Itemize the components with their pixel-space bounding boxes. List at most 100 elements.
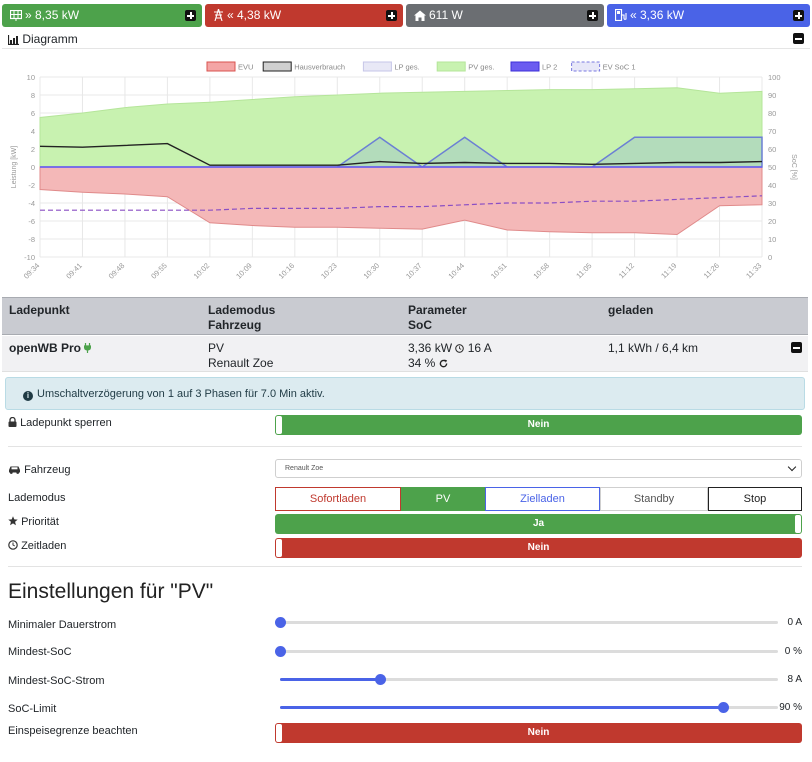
legend-swatch bbox=[571, 61, 601, 72]
y2-tick-label: 50 bbox=[768, 163, 776, 172]
x-tick-label: 10:23 bbox=[319, 261, 339, 281]
y-tick-label: 8 bbox=[31, 91, 35, 100]
expand-icon[interactable] bbox=[587, 10, 598, 21]
min-soc-label: Mindest-SoC bbox=[8, 646, 72, 658]
y-tick-label: 0 bbox=[31, 163, 35, 172]
y2-tick-label: 90 bbox=[768, 91, 776, 100]
x-tick-label: 11:26 bbox=[702, 261, 721, 280]
x-tick-label: 09:34 bbox=[22, 261, 42, 281]
priority-toggle[interactable]: Ja bbox=[275, 514, 802, 534]
slider-knob[interactable] bbox=[374, 674, 386, 685]
y2-tick-label: 100 bbox=[768, 73, 781, 82]
legend-swatch bbox=[510, 61, 540, 72]
evu-tile[interactable]: « 4,38 kW bbox=[205, 4, 403, 27]
min-soc-current-slider[interactable] bbox=[280, 674, 778, 685]
soc-limit-value: 90 % bbox=[779, 702, 802, 713]
diagram-header[interactable]: Diagramm bbox=[2, 28, 810, 49]
power-chart: EVU Hausverbrauch LP ges. PV ges. LP 2 EV SoC… bbox=[2, 50, 810, 296]
x-tick-label: 10:37 bbox=[404, 261, 424, 281]
chart-icon bbox=[7, 35, 19, 46]
x-tick-label: 11:05 bbox=[574, 261, 593, 280]
power-tower-icon bbox=[213, 4, 224, 27]
slider-fill bbox=[280, 706, 724, 709]
lock-toggle[interactable]: Nein bbox=[275, 415, 802, 435]
x-tick-label: 10:16 bbox=[277, 261, 297, 281]
mode-stop-button[interactable]: Stop bbox=[708, 487, 802, 511]
x-tick-label: 09:55 bbox=[149, 261, 169, 281]
lock-label: Ladepunkt sperren bbox=[8, 416, 112, 429]
legend-swatch bbox=[362, 61, 392, 72]
expand-icon[interactable] bbox=[386, 10, 397, 21]
timer-label: Zeitladen bbox=[8, 540, 66, 552]
soc-limit-slider[interactable] bbox=[280, 702, 778, 713]
slider-knob[interactable] bbox=[275, 617, 286, 628]
y-axis-title: Leistung [kW] bbox=[11, 146, 18, 188]
collapse-icon[interactable] bbox=[793, 33, 804, 44]
min-soc-slider[interactable] bbox=[275, 646, 778, 657]
soc-limit-label: SoC-Limit bbox=[8, 703, 57, 715]
chargepoint-row[interactable]: openWB Pro PV Renault Zoe 3,36 kW 16 A 3… bbox=[2, 336, 808, 372]
min-current-label: Minimaler Dauerstrom bbox=[8, 619, 117, 631]
y-tick-label: 10 bbox=[27, 73, 35, 82]
y-tick-label: 6 bbox=[31, 109, 35, 118]
legend-label: EV SoC 1 bbox=[603, 63, 636, 72]
row-charged: 1,1 kWh / 6,4 km bbox=[608, 341, 699, 355]
x-tick-label: 10:09 bbox=[234, 261, 254, 281]
toggle-handle bbox=[276, 724, 282, 742]
mode-sofortladen-button[interactable]: Sofortladen bbox=[275, 487, 401, 511]
diagram-title: Diagramm bbox=[7, 32, 78, 46]
charge-tile[interactable]: « 3,36 kW bbox=[607, 4, 810, 27]
house-tile[interactable]: 611 W bbox=[406, 4, 604, 27]
collapse-icon[interactable] bbox=[791, 342, 802, 353]
vehicle-select[interactable]: Renault Zoe bbox=[275, 459, 802, 478]
x-tick-label: 10:30 bbox=[362, 261, 382, 281]
timer-toggle[interactable]: Nein bbox=[275, 538, 802, 558]
slider-knob[interactable] bbox=[718, 702, 730, 713]
legend-swatch bbox=[262, 61, 292, 72]
legend-label: EVU bbox=[238, 63, 253, 72]
legend-label: PV ges. bbox=[468, 63, 494, 72]
toggle-handle bbox=[276, 539, 282, 557]
x-tick-label: 10:51 bbox=[489, 261, 509, 281]
legend-swatch bbox=[206, 61, 236, 72]
clock-icon bbox=[455, 344, 465, 353]
grid-tile[interactable]: » 8,35 kW bbox=[2, 4, 202, 27]
y2-tick-label: 20 bbox=[768, 217, 776, 226]
y-tick-label: -6 bbox=[28, 217, 35, 226]
slider-knob[interactable] bbox=[275, 646, 286, 657]
toggle-handle bbox=[276, 416, 282, 434]
x-tick-label: 11:19 bbox=[659, 261, 678, 280]
pv-settings-title: Einstellungen für "PV" bbox=[8, 580, 214, 603]
x-tick-label: 10:58 bbox=[531, 261, 551, 281]
legend-label: LP 2 bbox=[542, 63, 557, 72]
house-value: 611 W bbox=[429, 8, 463, 22]
mode-label: Lademodus bbox=[8, 492, 66, 504]
divider bbox=[8, 566, 802, 567]
soc-line bbox=[40, 195, 763, 211]
mode-standby-button[interactable]: Standby bbox=[600, 487, 708, 511]
divider bbox=[8, 446, 802, 447]
row-power: 3,36 kW 16 A bbox=[408, 341, 492, 355]
y2-tick-label: 0 bbox=[768, 253, 772, 262]
y-tick-label: -10 bbox=[24, 253, 35, 262]
y-tick-label: 2 bbox=[31, 145, 35, 154]
grid-value: » 8,35 kW bbox=[25, 8, 80, 22]
y2-tick-label: 60 bbox=[768, 145, 776, 154]
car-icon bbox=[9, 466, 20, 474]
row-mode: PV bbox=[208, 341, 225, 355]
expand-icon[interactable] bbox=[185, 10, 196, 21]
mode-zielladen-button[interactable]: Zielladen bbox=[485, 487, 600, 511]
y-tick-label: -8 bbox=[28, 235, 35, 244]
y2-tick-label: 80 bbox=[768, 109, 776, 118]
mode-pv-button[interactable]: PV bbox=[401, 487, 485, 511]
slider-fill bbox=[280, 678, 380, 681]
house-icon bbox=[414, 4, 426, 27]
lock-icon bbox=[8, 416, 17, 427]
feed-limit-toggle[interactable]: Nein bbox=[275, 723, 802, 743]
y2-tick-label: 70 bbox=[768, 127, 776, 136]
refresh-icon[interactable] bbox=[439, 359, 448, 368]
expand-icon[interactable] bbox=[793, 10, 804, 21]
header-lademodus: Lademodus bbox=[208, 303, 276, 317]
min-current-slider[interactable] bbox=[275, 617, 778, 628]
y-tick-label: 4 bbox=[31, 127, 35, 136]
